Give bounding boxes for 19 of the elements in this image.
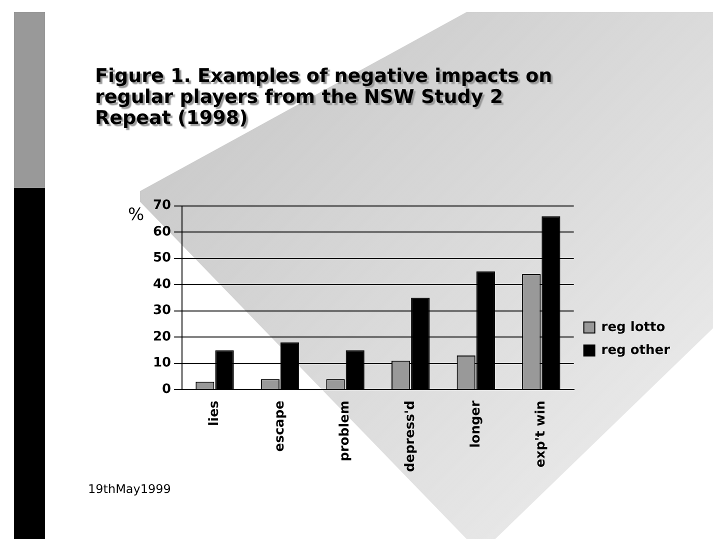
y-tick-label: 50 <box>152 250 172 266</box>
chart-title: Figure 1. Examples of negative impacts on regular players from the NSW Study 2 Repeat (1998) <box>95 65 554 129</box>
y-tick-label: 10 <box>152 356 172 371</box>
y-tick-label: 0 <box>162 382 172 397</box>
y-tick-label: 20 <box>152 329 172 344</box>
legend-label: reg lotto <box>601 320 666 335</box>
x-tick-label: exp't win <box>534 400 549 468</box>
x-tick-label: longer <box>468 400 484 448</box>
y-tick-label: 70 <box>152 198 172 214</box>
y-tick-label: 40 <box>152 276 172 292</box>
y-tick-label: 60 <box>152 224 172 240</box>
x-tick-label: lies <box>207 400 222 426</box>
text: 19thMay1999 <box>88 482 171 496</box>
x-tick-label: escape <box>272 400 288 452</box>
legend-label: reg other <box>601 342 671 358</box>
y-axis-title: % <box>128 205 144 225</box>
x-tick-label: problem <box>338 400 353 462</box>
x-tick-label: depress'd <box>402 400 418 472</box>
y-tick-label: 30 <box>152 303 172 318</box>
